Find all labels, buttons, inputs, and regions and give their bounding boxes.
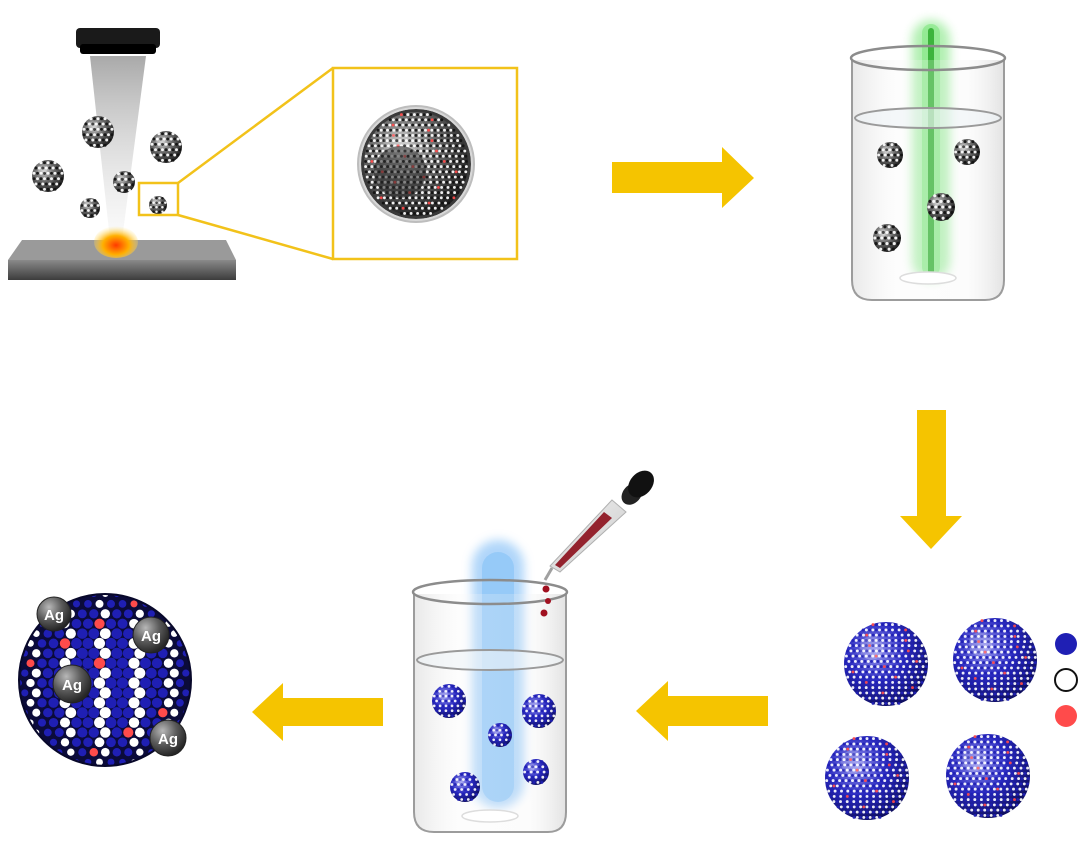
legend-white-atom xyxy=(1054,668,1078,692)
nanoparticle xyxy=(522,694,556,728)
ag-decorated-nanoparticle: Ag Ag Ag Ag xyxy=(18,593,192,767)
nanoparticle xyxy=(954,139,980,165)
nanoparticle xyxy=(877,142,903,168)
beaker-nanoparticles xyxy=(873,139,980,252)
dropper-icon xyxy=(540,470,654,617)
ag-particle: Ag xyxy=(36,596,72,632)
svg-text:Ag: Ag xyxy=(62,677,82,694)
floating-nanoparticles xyxy=(32,116,182,218)
nanoparticle xyxy=(432,684,466,718)
atom-legend xyxy=(1054,633,1078,727)
beaker-icon xyxy=(849,44,1007,301)
ablation-plume xyxy=(94,226,138,258)
nanoparticle xyxy=(113,171,135,193)
nanoparticle xyxy=(32,160,64,192)
nanoparticle xyxy=(488,723,512,747)
legend-red-atom xyxy=(1055,705,1077,727)
nanoparticle xyxy=(946,734,1030,818)
beaker-green xyxy=(849,20,1007,301)
arrow-left-icon xyxy=(636,681,768,741)
zoom-source-box xyxy=(137,181,180,217)
substrate-icon xyxy=(8,240,236,280)
ag-particle: Ag xyxy=(52,664,92,704)
arrow-left-icon xyxy=(252,683,383,741)
svg-text:Ag: Ag xyxy=(44,607,64,624)
laser-ablation-setup xyxy=(8,28,236,280)
nanoparticle xyxy=(825,736,909,820)
beaker-blue xyxy=(411,470,654,833)
nanoparticle xyxy=(149,196,167,214)
arrow-right-icon xyxy=(612,147,754,208)
blue-nanoparticle-group xyxy=(825,618,1037,820)
laser-head-icon xyxy=(76,28,160,54)
svg-text:Ag: Ag xyxy=(141,628,161,645)
arrow-down-icon xyxy=(900,410,962,549)
nanoparticle xyxy=(844,622,928,706)
legend-blue-atom xyxy=(1055,633,1077,655)
nanoparticle xyxy=(523,759,549,785)
nanoparticle xyxy=(927,193,955,221)
zoomed-nanoparticle xyxy=(361,109,471,219)
ag-particle: Ag xyxy=(132,616,170,654)
svg-text:Ag: Ag xyxy=(158,731,178,748)
ag-particle: Ag xyxy=(149,719,187,757)
nanoparticle xyxy=(953,618,1037,702)
nanoparticle xyxy=(80,198,100,218)
nanoparticle xyxy=(150,131,182,163)
nanoparticle xyxy=(82,116,114,148)
laser-beam-icon xyxy=(90,56,146,240)
zoom-callout xyxy=(137,66,519,261)
nanoparticle xyxy=(450,772,480,802)
beaker-nanoparticles xyxy=(432,684,556,802)
nanoparticle xyxy=(873,224,901,252)
